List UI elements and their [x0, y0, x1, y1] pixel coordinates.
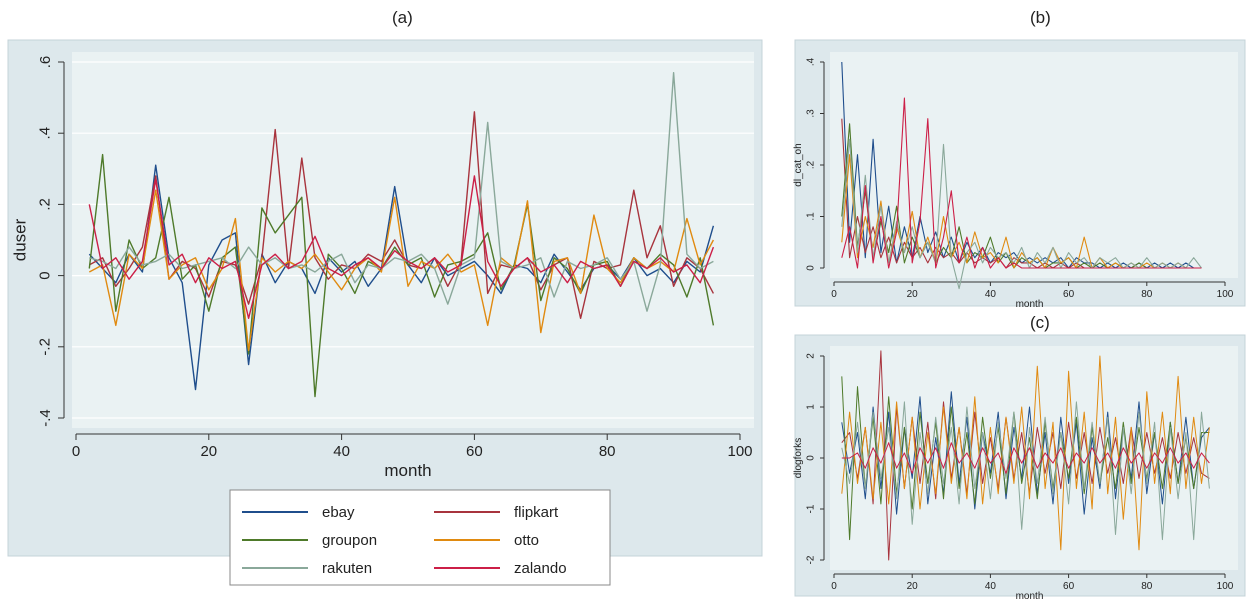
panel-c-y-axis-title: dlogforks [793, 438, 804, 479]
legend-label-otto: otto [514, 532, 539, 549]
legend-box [229, 489, 611, 586]
panel-b-y-axis-title: dl_cat_oh [793, 143, 804, 186]
panel-b-x-axis-title: month [1016, 299, 1044, 310]
panel-c-x-tick-label: 100 [1217, 581, 1234, 592]
panel-a-y-tick-label: -.2 [37, 338, 54, 356]
panel-c-x-tick-label: 60 [1063, 581, 1075, 592]
panel-b-x-tick-label: 0 [831, 289, 837, 300]
panel-a-plot-area [72, 52, 754, 428]
panel-a-x-tick-label: 40 [333, 443, 350, 460]
panel-c-x-tick-label: 20 [907, 581, 919, 592]
panel-c-x-axis-title: month [1016, 591, 1044, 599]
panel-c-x-tick-label: 0 [831, 581, 837, 592]
panel-a-y-tick-label: .2 [37, 198, 54, 211]
panel-a-x-tick-label: 60 [466, 443, 483, 460]
panel-a-x-tick-label: 20 [200, 443, 217, 460]
legend-label-groupon: groupon [322, 532, 377, 549]
panel-b-y-tick-label: .1 [806, 212, 817, 221]
panel-c-y-tick-label: 0 [806, 455, 817, 461]
panel-b-series-zalando [841, 97, 1202, 269]
panel-b-x-tick-label: 80 [1141, 289, 1153, 300]
panel-c-series-rakuten [841, 401, 1210, 541]
panel-a-y-axis-title: duser [11, 218, 30, 261]
panel-c-y-tick-label: 2 [806, 353, 817, 359]
panel-c-x-tick-label: 80 [1141, 581, 1153, 592]
panel-a-series-zalando [88, 175, 715, 319]
panel-a-series-otto [88, 189, 715, 352]
panel-b-y-tick-label: .3 [806, 109, 817, 118]
panel-a-series-rakuten [89, 71, 714, 312]
legend-label-ebay: ebay [322, 504, 355, 521]
panel-label-b: (b) [1030, 8, 1051, 27]
panel-b-x-tick-label: 40 [985, 289, 997, 300]
panel-b-y-tick-label: .4 [806, 57, 817, 66]
panel-b-x-tick-label: 60 [1063, 289, 1075, 300]
panel-a-y-tick-label: .6 [37, 56, 54, 69]
panel-c-y-tick-label: -1 [806, 504, 817, 513]
panel-b-plot-area [830, 52, 1238, 278]
panel-a-y-tick-label: -.4 [37, 409, 54, 427]
panel-b-series-rakuten [841, 138, 1202, 290]
panel-c-series-zalando [841, 442, 1210, 474]
legend-label-rakuten: rakuten [322, 560, 372, 577]
panel-c-series-otto [841, 355, 1210, 551]
panel-label-c: (c) [1030, 313, 1050, 332]
panel-c-y-tick-label: 1 [806, 404, 817, 410]
panel-a-x-axis-title: month [384, 461, 431, 480]
legend-label-flipkart: flipkart [514, 504, 559, 521]
panel-b-x-tick-label: 20 [907, 289, 919, 300]
panel-a-x-tick-label: 80 [599, 443, 616, 460]
panel-a-y-tick-label: .4 [37, 127, 54, 140]
legend-label-zalando: zalando [514, 560, 567, 577]
panel-a-x-tick-label: 0 [72, 443, 80, 460]
panel-a-x-tick-label: 100 [727, 443, 752, 460]
panel-b-x-tick-label: 100 [1217, 289, 1234, 300]
panel-c-x-tick-label: 40 [985, 581, 997, 592]
panel-b-y-tick-label: 0 [806, 265, 817, 271]
panel-c-y-tick-label: -2 [806, 555, 817, 564]
panel-b-y-tick-label: .2 [806, 160, 817, 169]
panel-label-a: (a) [392, 8, 413, 27]
panel-a-y-tick-label: 0 [37, 271, 54, 279]
